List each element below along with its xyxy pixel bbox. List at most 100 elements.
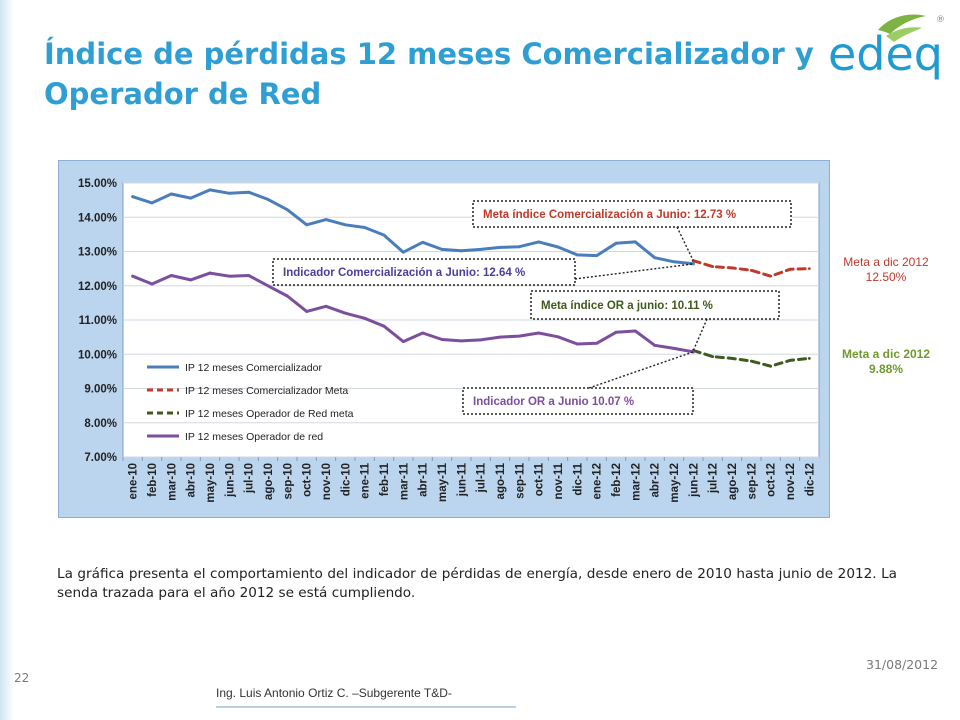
data-point xyxy=(227,274,231,278)
data-point xyxy=(633,240,637,244)
data-point xyxy=(595,341,599,345)
data-point xyxy=(247,190,251,194)
x-tick-label: jul-10 xyxy=(244,463,256,494)
x-tick-label: jul-11 xyxy=(476,462,488,493)
data-point xyxy=(672,347,676,350)
slide-title: Índice de pérdidas 12 meses Comercializa… xyxy=(44,37,814,111)
data-point xyxy=(498,335,502,339)
data-point xyxy=(556,335,560,339)
x-tick-label: mar-11 xyxy=(398,462,410,500)
data-point xyxy=(479,338,483,342)
side-note-value: 9.88% xyxy=(868,362,904,376)
data-point xyxy=(363,226,367,229)
x-tick-label: oct-10 xyxy=(302,463,314,497)
data-point xyxy=(691,262,695,266)
annotation-box xyxy=(472,200,792,228)
data-point xyxy=(343,223,347,227)
side-note-label: Meta a dic 2012 xyxy=(841,347,931,361)
data-point xyxy=(401,250,405,254)
x-tick-label: oct-11 xyxy=(534,462,546,496)
data-point xyxy=(479,248,483,251)
data-point xyxy=(150,282,154,286)
data-point xyxy=(614,330,618,334)
x-tick-label: may-10 xyxy=(205,463,217,503)
data-point xyxy=(266,198,270,201)
data-point xyxy=(189,278,193,282)
data-point xyxy=(556,245,560,249)
data-point xyxy=(595,254,599,258)
data-point xyxy=(150,201,154,205)
x-tick-label: ago-12 xyxy=(727,463,739,500)
logo-leaf-small-icon xyxy=(886,27,922,42)
annotation-callout: Indicador OR a Junio 10.07 % xyxy=(462,351,694,415)
annotation-text: Meta índice OR a junio: 10.11 % xyxy=(541,300,713,312)
data-point xyxy=(324,304,328,308)
logo-text: edeq xyxy=(828,27,943,81)
data-point xyxy=(498,245,502,249)
chart-panel: 7.00% 8.00% 9.00% 10.00% 11.00% 12.00% 13.00% 1… xyxy=(58,160,830,518)
side-note-2: Meta a dic 2012 9.88% xyxy=(832,347,940,377)
series-line-1 xyxy=(131,188,695,266)
data-point xyxy=(131,274,135,278)
data-point xyxy=(807,267,811,271)
data-point xyxy=(788,359,792,362)
data-point xyxy=(537,240,541,244)
data-point xyxy=(788,267,792,271)
legend-label: IP 12 meses Comercializador Meta xyxy=(185,385,348,397)
data-point xyxy=(305,223,309,227)
data-point xyxy=(769,274,773,278)
x-tick-label: jun-11 xyxy=(456,462,468,497)
data-point xyxy=(305,310,309,313)
annotation-callout: Meta índice OR a junio: 10.11 % xyxy=(530,290,780,351)
footer-divider xyxy=(216,706,516,708)
data-point xyxy=(131,195,135,199)
y-tick-label: 11.00% xyxy=(79,315,117,327)
x-tick-label: nov-12 xyxy=(785,463,797,500)
data-point xyxy=(343,311,347,315)
footer-author: Ing. Luis Antonio Ortiz C. –Subgerente T… xyxy=(216,686,452,700)
data-point xyxy=(807,356,811,360)
data-point xyxy=(440,248,444,251)
data-point xyxy=(769,364,773,368)
data-point xyxy=(208,271,212,275)
x-tick-label: jun-10 xyxy=(224,463,236,498)
x-tick-label: jul-12 xyxy=(708,463,720,494)
y-tick-label: 9.00% xyxy=(84,384,117,396)
data-point xyxy=(537,331,541,335)
x-tick-label: oct-12 xyxy=(766,463,778,497)
x-tick-label: nov-11 xyxy=(553,462,565,499)
data-point xyxy=(749,359,753,363)
x-tick-label: mar-12 xyxy=(630,463,642,501)
data-point xyxy=(247,274,251,277)
annotation-text: Indicador Comercialización a Junio: 12.6… xyxy=(283,267,525,279)
edeq-logo: edeq ® xyxy=(828,14,945,81)
x-tick-label: abr-11 xyxy=(418,462,430,496)
data-point xyxy=(459,339,463,343)
data-point xyxy=(730,356,734,360)
data-point xyxy=(189,196,193,200)
annotation-text: Meta índice Comercialización a Junio: 12… xyxy=(483,209,736,221)
data-point xyxy=(614,241,618,245)
x-tick-label: may-12 xyxy=(669,463,681,503)
chart-caption: La gráfica presenta el comportamiento de… xyxy=(57,566,897,601)
y-tick-label: 10.00% xyxy=(78,349,117,361)
data-point xyxy=(382,324,386,328)
x-tick-label: jun-12 xyxy=(688,463,700,498)
data-point xyxy=(517,334,521,338)
annotation-callout: Meta índice Comercialización a Junio: 12… xyxy=(472,200,792,262)
x-tick-label: dic-11 xyxy=(572,462,584,495)
data-point xyxy=(517,245,521,249)
y-tick-label: 13.00% xyxy=(78,247,117,259)
data-point xyxy=(672,260,676,264)
series-line-4 xyxy=(131,271,695,354)
data-point xyxy=(227,191,231,195)
x-tick-label: feb-10 xyxy=(147,463,159,497)
legend-label: IP 12 meses Operador de red xyxy=(185,431,323,443)
data-point xyxy=(169,274,173,277)
data-point xyxy=(711,265,715,268)
x-tick-label: ene-12 xyxy=(592,463,604,499)
data-point xyxy=(575,253,579,257)
loss-index-chart: 7.00% 8.00% 9.00% 10.00% 11.00% 12.00% 13.00% 1… xyxy=(78,178,820,503)
data-point xyxy=(575,342,579,346)
annotation-text: Indicador OR a Junio 10.07 % xyxy=(473,396,634,408)
